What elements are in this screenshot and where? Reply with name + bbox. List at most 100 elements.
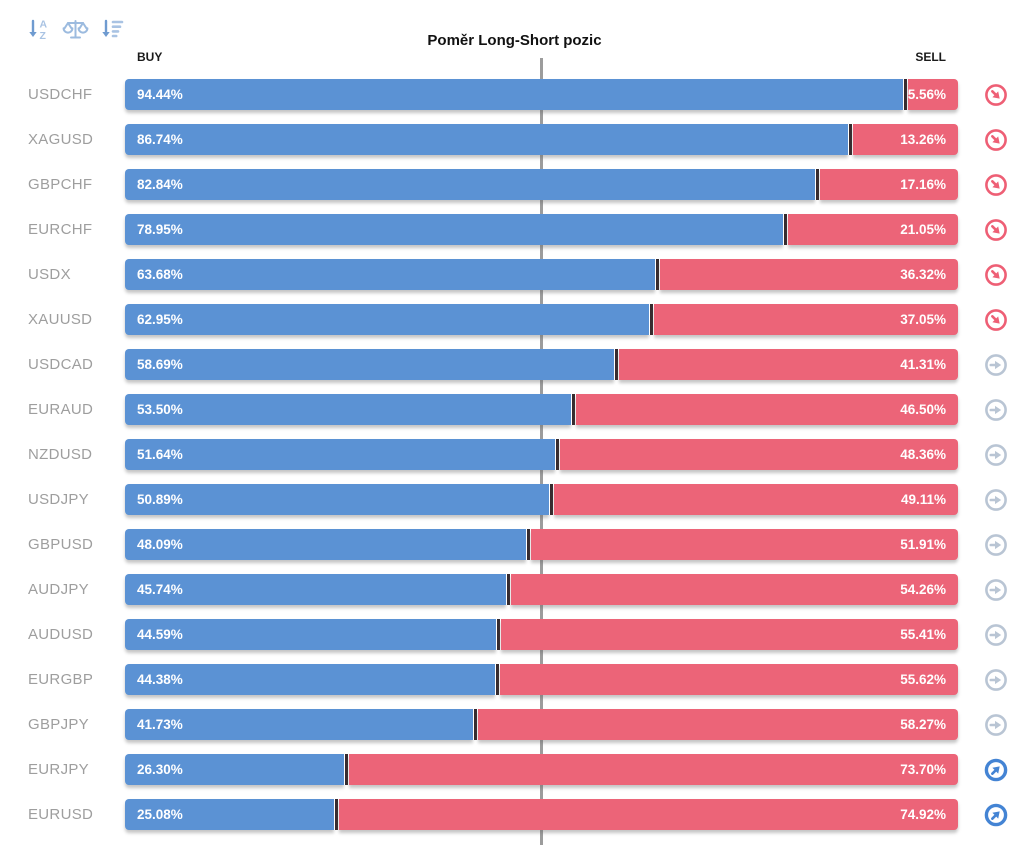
sell-percent: 5.56% [907, 87, 946, 102]
pair-label: EURJPY [28, 761, 89, 778]
trend-cell [958, 533, 1029, 557]
ratio-bar-track: 44.38% 55.62% [125, 664, 958, 695]
trend-up-icon[interactable] [984, 803, 1008, 827]
buy-bar: 44.38% [125, 664, 495, 695]
sell-percent: 17.16% [900, 177, 946, 192]
sell-bar: 41.31% [618, 349, 958, 380]
buy-percent: 86.74% [137, 132, 183, 147]
sell-bar: 73.70% [349, 754, 958, 785]
buy-percent: 58.69% [137, 357, 183, 372]
bar-divider [525, 529, 531, 560]
buy-percent: 51.64% [137, 447, 183, 462]
sell-percent: 21.05% [900, 222, 946, 237]
table-row: AUDUSD 44.59% 55.41% [0, 612, 1029, 657]
bar-divider [472, 709, 478, 740]
buy-bar: 25.08% [125, 799, 334, 830]
buy-percent: 78.95% [137, 222, 183, 237]
ratio-bar-track: 58.69% 41.31% [125, 349, 958, 380]
ratio-bar-track: 53.50% 46.50% [125, 394, 958, 425]
sell-bar: 55.62% [499, 664, 958, 695]
bar-divider [815, 169, 821, 200]
bar-divider [494, 664, 500, 695]
table-row: GBPJPY 41.73% 58.27% [0, 702, 1029, 747]
pair-label: AUDUSD [28, 626, 94, 643]
ratio-bar-track: 25.08% 74.92% [125, 799, 958, 830]
bar-divider [496, 619, 502, 650]
pair-label: XAUUSD [28, 311, 93, 328]
trend-down-icon[interactable] [984, 128, 1008, 152]
bar-divider [570, 394, 576, 425]
sell-percent: 55.41% [900, 627, 946, 642]
buy-bar: 45.74% [125, 574, 506, 605]
table-row: GBPCHF 82.84% 17.16% [0, 162, 1029, 207]
table-row: USDJPY 50.89% 49.11% [0, 477, 1029, 522]
sort-by-value-icon[interactable] [98, 15, 126, 43]
bar-divider [333, 799, 339, 830]
trend-flat-icon[interactable] [984, 353, 1008, 377]
trend-flat-icon[interactable] [984, 443, 1008, 467]
trend-down-icon[interactable] [984, 218, 1008, 242]
buy-bar: 51.64% [125, 439, 556, 470]
sell-bar: 55.41% [501, 619, 958, 650]
sell-bar: 51.91% [530, 529, 958, 560]
buy-percent: 45.74% [137, 582, 183, 597]
ratio-bar-track: 50.89% 49.11% [125, 484, 958, 515]
trend-flat-icon[interactable] [984, 398, 1008, 422]
table-row: AUDJPY 45.74% 54.26% [0, 567, 1029, 612]
buy-percent: 62.95% [137, 312, 183, 327]
sell-bar: 5.56% [907, 79, 958, 110]
trend-down-icon[interactable] [984, 263, 1008, 287]
buy-bar: 78.95% [125, 214, 783, 245]
bar-divider [344, 754, 350, 785]
buy-bar: 94.44% [125, 79, 903, 110]
sell-bar: 58.27% [477, 709, 958, 740]
pair-label: USDX [28, 266, 71, 283]
trend-flat-icon[interactable] [984, 623, 1008, 647]
bar-divider [506, 574, 511, 605]
trend-cell [958, 83, 1029, 107]
table-row: USDX 63.68% 36.32% [0, 252, 1029, 297]
trend-cell [958, 713, 1029, 737]
buy-percent: 44.38% [137, 672, 183, 687]
buy-percent: 94.44% [137, 87, 183, 102]
ratio-bar-track: 45.74% 54.26% [125, 574, 958, 605]
buy-percent: 50.89% [137, 492, 183, 507]
trend-cell [958, 308, 1029, 332]
trend-cell [958, 623, 1029, 647]
trend-flat-icon[interactable] [984, 488, 1008, 512]
sell-bar: 54.26% [511, 574, 958, 605]
trend-down-icon[interactable] [984, 173, 1008, 197]
trend-cell [958, 263, 1029, 287]
table-row: USDCAD 58.69% 41.31% [0, 342, 1029, 387]
pair-label: GBPUSD [28, 536, 94, 553]
pair-label: USDCAD [28, 356, 94, 373]
trend-cell [958, 758, 1029, 782]
buy-bar: 53.50% [125, 394, 571, 425]
sell-bar: 48.36% [560, 439, 958, 470]
trend-down-icon[interactable] [984, 308, 1008, 332]
ratio-bar-track: 62.95% 37.05% [125, 304, 958, 335]
pair-label: EURUSD [28, 806, 94, 823]
pair-label: NZDUSD [28, 446, 93, 463]
trend-up-icon[interactable] [984, 758, 1008, 782]
ratio-bar-track: 78.95% 21.05% [125, 214, 958, 245]
trend-cell [958, 353, 1029, 377]
pair-label: EURCHF [28, 221, 93, 238]
trend-flat-icon[interactable] [984, 668, 1008, 692]
sort-alphabetical-icon[interactable]: A Z [24, 15, 52, 43]
balance-scale-icon[interactable] [61, 15, 89, 43]
sell-bar: 17.16% [820, 169, 958, 200]
table-row: XAUUSD 62.95% 37.05% [0, 297, 1029, 342]
trend-down-icon[interactable] [984, 83, 1008, 107]
trend-flat-icon[interactable] [984, 533, 1008, 557]
bar-divider [782, 214, 788, 245]
table-row: EURJPY 26.30% 73.70% [0, 747, 1029, 792]
trend-flat-icon[interactable] [984, 713, 1008, 737]
ratio-bar-track: 82.84% 17.16% [125, 169, 958, 200]
trend-flat-icon[interactable] [984, 578, 1008, 602]
table-row: USDCHF 94.44% 5.56% [0, 72, 1029, 117]
ratio-bar-track: 63.68% 36.32% [125, 259, 958, 290]
ratio-bar-track: 44.59% 55.41% [125, 619, 958, 650]
sell-bar: 13.26% [852, 124, 958, 155]
sell-percent: 55.62% [900, 672, 946, 687]
